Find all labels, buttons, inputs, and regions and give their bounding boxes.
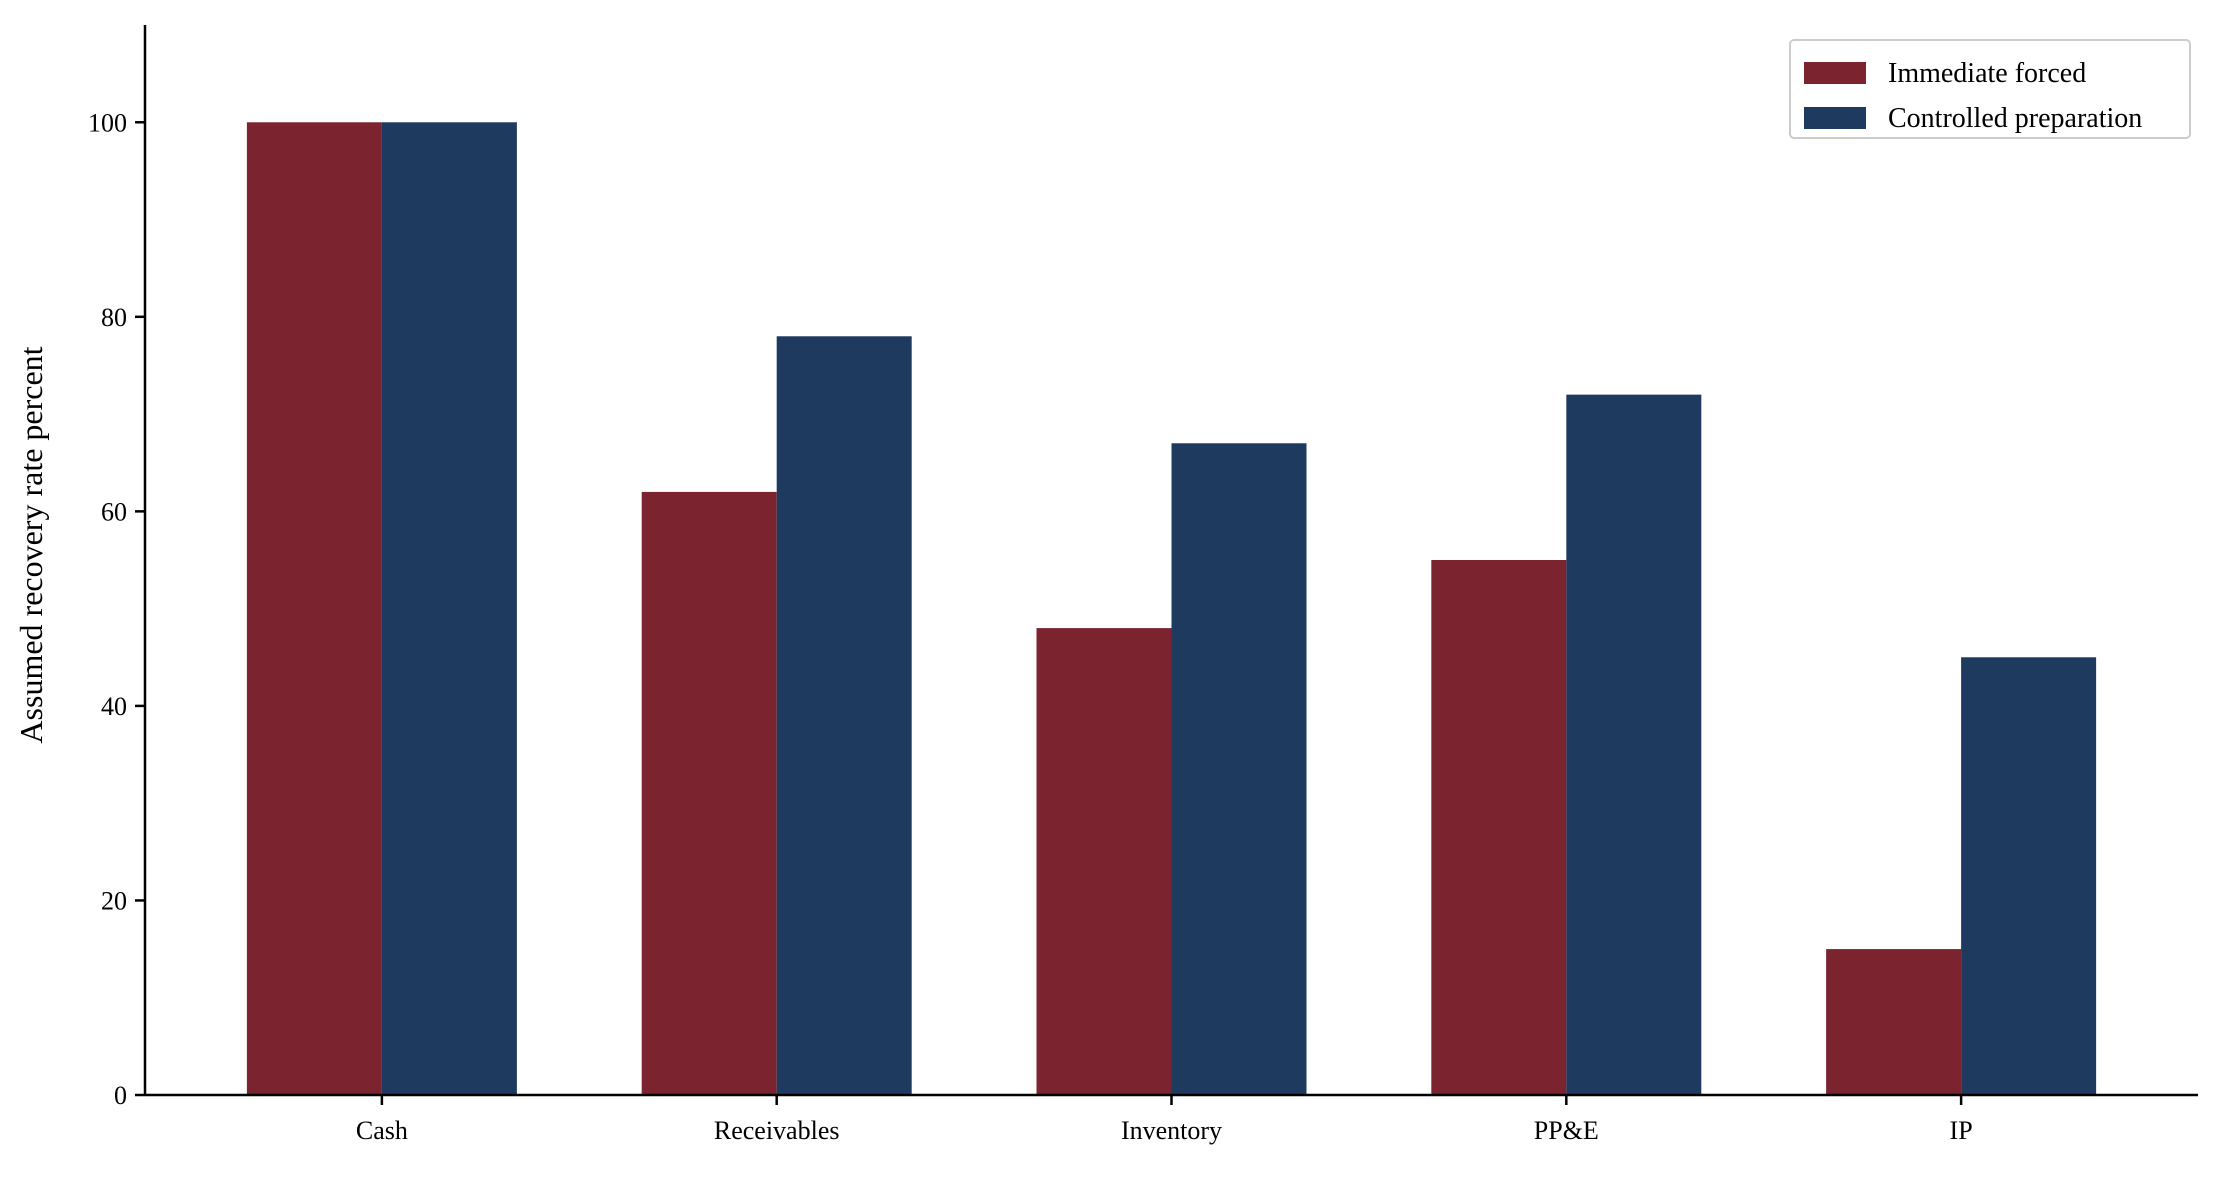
legend-frame (1789, 39, 2191, 139)
legend: Immediate forced Controlled preparation (1789, 39, 2191, 139)
legend-swatch (1804, 107, 1866, 129)
bar-cash-series-0 (246, 122, 382, 1096)
bar-ip-series-0 (1826, 949, 1962, 1095)
legend-label: Immediate forced (1888, 58, 2086, 89)
legend-swatch (1804, 62, 1866, 84)
bar-cash-series-1 (381, 122, 517, 1096)
x-tick-label: IP (1950, 1116, 1973, 1145)
y-tick-label: 60 (101, 497, 127, 526)
bar-receivables-series-1 (776, 336, 912, 1096)
y-tick-label: 100 (88, 108, 127, 137)
bar-ip-series-1 (1961, 657, 2097, 1095)
y-axis-ticks: 0 20 40 60 80 100 (88, 108, 145, 1110)
bars-layer (246, 122, 2097, 1096)
y-tick-label: 0 (114, 1081, 127, 1110)
bar-inventory-series-0 (1036, 628, 1172, 1095)
x-tick-label: Cash (356, 1116, 408, 1145)
y-axis-title: Assumed recovery rate percent (13, 346, 49, 743)
y-tick-label: 80 (101, 303, 127, 332)
x-axis-ticks: Cash Receivables Inventory PP&E IP (356, 1095, 1973, 1145)
legend-label: Controlled preparation (1888, 103, 2142, 134)
y-tick-label: 20 (101, 886, 127, 915)
x-tick-label: Receivables (714, 1116, 840, 1145)
bar-pp-e-series-1 (1566, 394, 1702, 1095)
bar-pp-e-series-0 (1431, 560, 1567, 1095)
x-tick-label: PP&E (1534, 1116, 1599, 1145)
y-tick-label: 40 (101, 692, 127, 721)
bar-inventory-series-1 (1171, 443, 1307, 1096)
bar-receivables-series-0 (641, 491, 777, 1096)
x-tick-label: Inventory (1121, 1116, 1222, 1145)
